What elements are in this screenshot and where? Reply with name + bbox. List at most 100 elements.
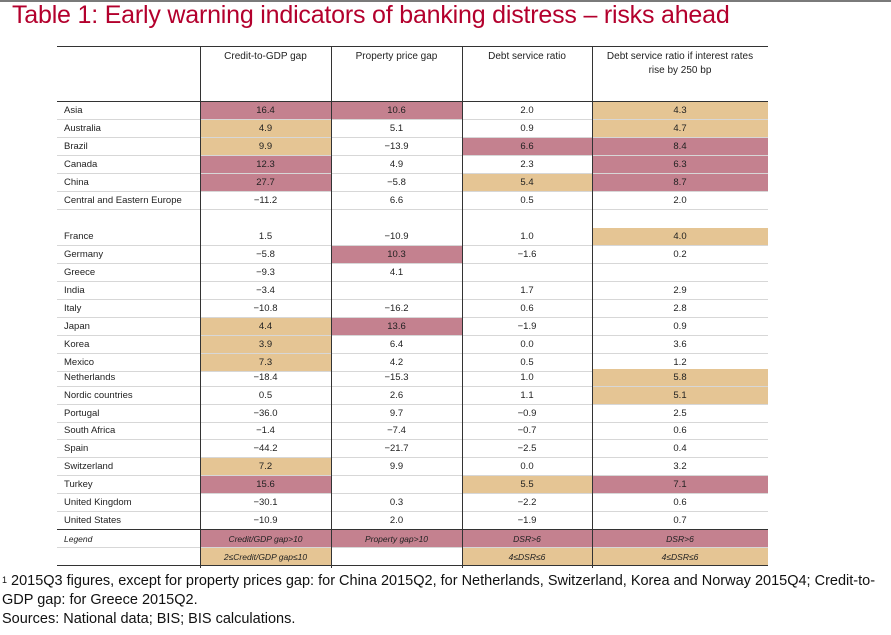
dsr-cell — [462, 264, 592, 282]
row-label: Canada — [64, 159, 98, 170]
column-divider — [331, 46, 332, 568]
table-row: Canada 12.3 4.9 2.3 6.3 — [57, 156, 768, 174]
property-gap-cell: 9.9 — [389, 461, 404, 472]
dsr-cell: 1.0 — [520, 231, 534, 242]
row-rule — [57, 335, 768, 336]
row-rule — [57, 137, 768, 138]
dsr-rise-cell: 8.4 — [592, 138, 768, 156]
property-gap-cell — [331, 476, 462, 494]
row-label: Netherlands — [64, 372, 116, 383]
dsr-rise-cell: 0.9 — [673, 321, 687, 332]
row-label: Japan — [64, 321, 90, 332]
table-row: Nordic countries 0.5 2.6 1.1 5.1 — [57, 387, 768, 405]
dsr-rise-cell: 2.8 — [673, 303, 687, 314]
table-row: Japan 4.4 13.6 −1.9 0.9 — [57, 318, 768, 336]
dsr-cell: −1.6 — [517, 249, 537, 260]
row-label: Turkey — [64, 479, 93, 490]
col-header-dsr-rise: Debt service ratio if interest rates ris… — [606, 51, 754, 76]
row-label: Italy — [64, 303, 82, 314]
table-row: Korea 3.9 6.4 0.0 3.6 — [57, 336, 768, 354]
row-rule — [57, 386, 768, 387]
dsr-rise-cell: 0.4 — [673, 443, 687, 454]
dsr-rise-cell: 2.5 — [673, 408, 687, 419]
property-gap-cell: 4.9 — [389, 159, 404, 170]
property-gap-cell: −15.3 — [384, 372, 409, 383]
row-rule — [57, 209, 768, 210]
table-row: South Africa −1.4 −7.4 −0.7 0.6 — [57, 422, 768, 440]
legend-high-cell: DSR>6 — [592, 530, 768, 548]
table-row: Germany −5.8 10.3 −1.6 0.2 — [57, 246, 768, 264]
dsr-rise-cell: 2.0 — [673, 195, 687, 206]
property-gap-cell: 10.3 — [331, 246, 462, 264]
header-bottom-rule — [57, 101, 768, 102]
property-gap-cell: 9.7 — [389, 408, 404, 419]
dsr-rise-cell: 2.9 — [673, 285, 687, 296]
dsr-cell: 5.5 — [462, 476, 592, 494]
dsr-cell: −0.9 — [517, 408, 537, 419]
credit-gap-cell: −18.4 — [253, 372, 278, 383]
credit-gap-cell: −10.9 — [253, 515, 278, 526]
row-label: South Africa — [64, 425, 116, 436]
dsr-rise-cell: 8.7 — [592, 174, 768, 192]
legend-high-cell: Credit/GDP gap>10 — [200, 530, 331, 548]
dsr-rise-cell: 0.2 — [673, 249, 687, 260]
dsr-cell: 0.5 — [520, 195, 534, 206]
dsr-rise-cell: 5.1 — [592, 387, 768, 405]
table-row: Netherlands −18.4 −15.3 1.0 5.8 — [57, 369, 768, 387]
dsr-rise-cell: 5.8 — [592, 369, 768, 387]
table-row: Greece −9.3 4.1 — [57, 264, 768, 282]
credit-gap-cell: −3.4 — [256, 285, 275, 296]
dsr-cell: 0.9 — [520, 123, 534, 134]
row-label: Australia — [64, 123, 101, 134]
legend-medium-cell: 2≤Credit/GDP gap≤10 — [200, 548, 331, 566]
table-row: China 27.7 −5.8 5.4 8.7 — [57, 174, 768, 192]
row-rule — [57, 422, 768, 423]
legend-label: Legend — [64, 534, 93, 544]
footnote-line: 2015Q3 figures, except for property pric… — [2, 573, 876, 608]
dsr-rise-cell: 0.6 — [673, 497, 687, 508]
row-label: India — [64, 285, 85, 296]
dsr-cell: 0.0 — [520, 461, 534, 472]
legend-high-cell: Property gap>10 — [331, 530, 462, 548]
row-rule — [57, 493, 768, 494]
row-rule — [57, 547, 768, 548]
row-rule — [57, 173, 768, 174]
dsr-cell: 0.6 — [520, 303, 534, 314]
col-header-property-gap: Property price gap — [355, 51, 438, 62]
row-label: Asia — [64, 105, 83, 116]
dsr-cell: −1.9 — [517, 515, 537, 526]
dsr-cell: 1.1 — [520, 390, 534, 401]
column-divider — [592, 46, 593, 568]
legend-high-cell: DSR>6 — [462, 530, 592, 548]
credit-gap-cell: 7.3 — [200, 354, 331, 372]
dsr-cell: 2.0 — [520, 105, 534, 116]
dsr-rise-cell: 4.7 — [592, 120, 768, 138]
row-rule — [57, 371, 768, 372]
table-row: Brazil 9.9 −13.9 6.6 8.4 — [57, 138, 768, 156]
row-label: Germany — [64, 249, 104, 260]
row-label: United Kingdom — [64, 497, 132, 508]
top-rule — [0, 0, 891, 2]
credit-gap-cell: −5.8 — [256, 249, 275, 260]
legend-row-high: Legend Credit/GDP gap>10 Property gap>10 DS… — [57, 529, 768, 548]
property-gap-cell: 6.6 — [389, 195, 404, 206]
row-rule — [57, 404, 768, 405]
page-title: Table 1: Early warning indicators of ban… — [12, 1, 730, 29]
row-rule — [57, 565, 768, 566]
dsr-rise-cell: 1.2 — [673, 357, 687, 368]
row-label: Mexico — [64, 357, 95, 368]
legend-medium-cell: 4≤DSR≤6 — [592, 548, 768, 566]
legend-medium-cell: 4≤DSR≤6 — [462, 548, 592, 566]
row-label: Korea — [64, 339, 90, 350]
property-gap-cell: 4.2 — [389, 357, 404, 368]
table-row: United Kingdom −30.1 0.3 −2.2 0.6 — [57, 494, 768, 512]
credit-gap-cell: −9.3 — [256, 267, 275, 278]
credit-gap-cell: 9.9 — [200, 138, 331, 156]
dsr-cell: 2.3 — [520, 159, 534, 170]
sources-line: Sources: National data; BIS; BIS calcula… — [2, 611, 296, 627]
dsr-cell: 0.5 — [520, 357, 534, 368]
row-label: Spain — [64, 443, 89, 454]
dsr-cell: −2.2 — [517, 497, 537, 508]
dsr-rise-cell: 4.0 — [592, 228, 768, 246]
legend-top-rule — [57, 529, 768, 530]
